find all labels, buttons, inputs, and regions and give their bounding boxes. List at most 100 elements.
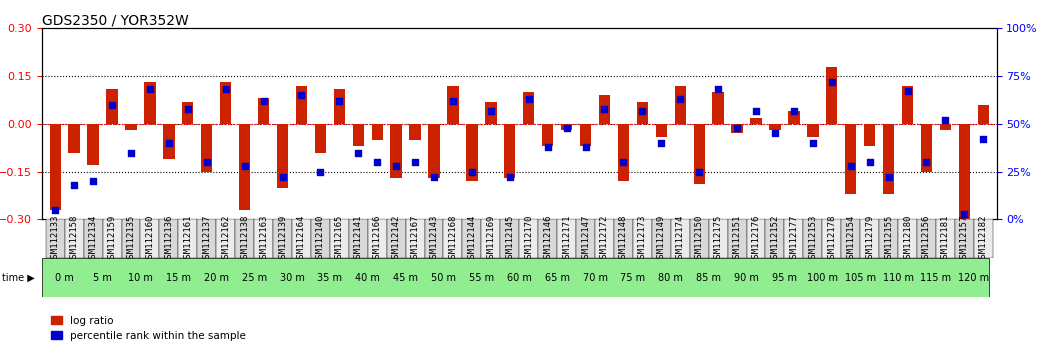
Bar <box>220 82 232 124</box>
Point <box>142 87 158 92</box>
Point <box>274 175 291 180</box>
Bar <box>599 95 611 124</box>
FancyBboxPatch shape <box>879 219 898 258</box>
Point <box>123 150 140 155</box>
FancyBboxPatch shape <box>728 219 747 258</box>
Bar <box>940 124 951 130</box>
Bar <box>675 86 686 124</box>
Text: GSM112176: GSM112176 <box>751 215 761 263</box>
Bar <box>277 124 288 188</box>
FancyBboxPatch shape <box>122 219 141 258</box>
Bar <box>239 124 251 210</box>
FancyBboxPatch shape <box>595 219 614 258</box>
FancyBboxPatch shape <box>973 219 992 258</box>
Text: GSM112182: GSM112182 <box>979 215 988 263</box>
FancyBboxPatch shape <box>406 219 425 258</box>
Point <box>861 159 878 165</box>
FancyBboxPatch shape <box>348 219 368 258</box>
Text: 5 m: 5 m <box>93 273 112 283</box>
FancyBboxPatch shape <box>178 219 197 258</box>
Text: 35 m: 35 m <box>318 273 342 283</box>
Point <box>179 106 196 112</box>
Text: 100 m: 100 m <box>807 273 838 283</box>
FancyBboxPatch shape <box>690 219 709 258</box>
Text: 95 m: 95 m <box>772 273 797 283</box>
Bar <box>164 124 174 159</box>
Text: GSM112177: GSM112177 <box>790 215 798 263</box>
FancyBboxPatch shape <box>709 219 728 258</box>
Text: GSM112135: GSM112135 <box>127 215 135 263</box>
Point <box>786 108 802 113</box>
FancyBboxPatch shape <box>633 219 651 258</box>
Text: GSM112148: GSM112148 <box>619 215 628 263</box>
FancyBboxPatch shape <box>254 219 273 258</box>
Bar <box>788 111 799 124</box>
FancyBboxPatch shape <box>936 219 955 258</box>
Text: GSM112154: GSM112154 <box>847 215 855 263</box>
FancyBboxPatch shape <box>955 219 973 258</box>
FancyBboxPatch shape <box>785 219 804 258</box>
Bar <box>921 124 933 172</box>
FancyBboxPatch shape <box>500 219 519 258</box>
FancyBboxPatch shape <box>804 219 822 258</box>
Point <box>483 108 499 113</box>
FancyBboxPatch shape <box>141 219 159 258</box>
Point <box>520 96 537 102</box>
Bar <box>827 67 837 124</box>
Bar <box>390 124 402 178</box>
Point <box>975 136 991 142</box>
Text: GSM112133: GSM112133 <box>50 215 60 263</box>
FancyBboxPatch shape <box>557 219 576 258</box>
Bar <box>883 124 894 194</box>
Text: GSM112142: GSM112142 <box>391 215 401 263</box>
FancyBboxPatch shape <box>311 219 329 258</box>
Bar <box>125 124 136 130</box>
Text: GSM112137: GSM112137 <box>202 215 211 263</box>
FancyBboxPatch shape <box>235 219 254 258</box>
Text: GSM112141: GSM112141 <box>354 215 363 263</box>
Text: GSM112166: GSM112166 <box>372 215 382 263</box>
FancyBboxPatch shape <box>425 219 444 258</box>
Bar <box>505 124 515 178</box>
Text: GSM112156: GSM112156 <box>922 215 930 263</box>
Text: 75 m: 75 m <box>620 273 645 283</box>
Bar <box>201 124 212 172</box>
Text: GSM112159: GSM112159 <box>108 215 116 263</box>
Text: GSM112162: GSM112162 <box>221 215 230 263</box>
Text: GSM112151: GSM112151 <box>732 215 742 263</box>
Text: GSM112158: GSM112158 <box>69 215 79 263</box>
Text: GSM112147: GSM112147 <box>581 215 590 263</box>
Bar <box>334 89 345 124</box>
Text: GSM112161: GSM112161 <box>184 215 192 263</box>
Text: GSM112145: GSM112145 <box>506 215 514 263</box>
FancyBboxPatch shape <box>841 219 860 258</box>
Text: GSM112146: GSM112146 <box>543 215 552 263</box>
Point <box>330 98 347 104</box>
Text: GSM112140: GSM112140 <box>316 215 325 263</box>
Bar <box>409 124 421 140</box>
FancyBboxPatch shape <box>46 219 65 258</box>
Bar <box>106 89 117 124</box>
Point <box>236 163 253 169</box>
Text: 25 m: 25 m <box>241 273 266 283</box>
Bar <box>428 124 440 178</box>
FancyBboxPatch shape <box>481 219 500 258</box>
Text: GSM112136: GSM112136 <box>165 215 173 263</box>
FancyBboxPatch shape <box>159 219 178 258</box>
Text: 65 m: 65 m <box>544 273 570 283</box>
Bar <box>87 124 99 165</box>
Point <box>652 140 669 146</box>
Bar <box>959 124 970 219</box>
Text: GSM112144: GSM112144 <box>468 215 476 263</box>
Text: GSM112164: GSM112164 <box>297 215 306 263</box>
Bar <box>902 86 914 124</box>
FancyBboxPatch shape <box>576 219 595 258</box>
Text: 50 m: 50 m <box>431 273 456 283</box>
FancyBboxPatch shape <box>898 219 917 258</box>
FancyBboxPatch shape <box>216 219 235 258</box>
FancyBboxPatch shape <box>84 219 103 258</box>
Point <box>293 92 309 98</box>
Point <box>66 182 83 188</box>
Point <box>823 79 840 85</box>
Bar <box>731 124 743 133</box>
